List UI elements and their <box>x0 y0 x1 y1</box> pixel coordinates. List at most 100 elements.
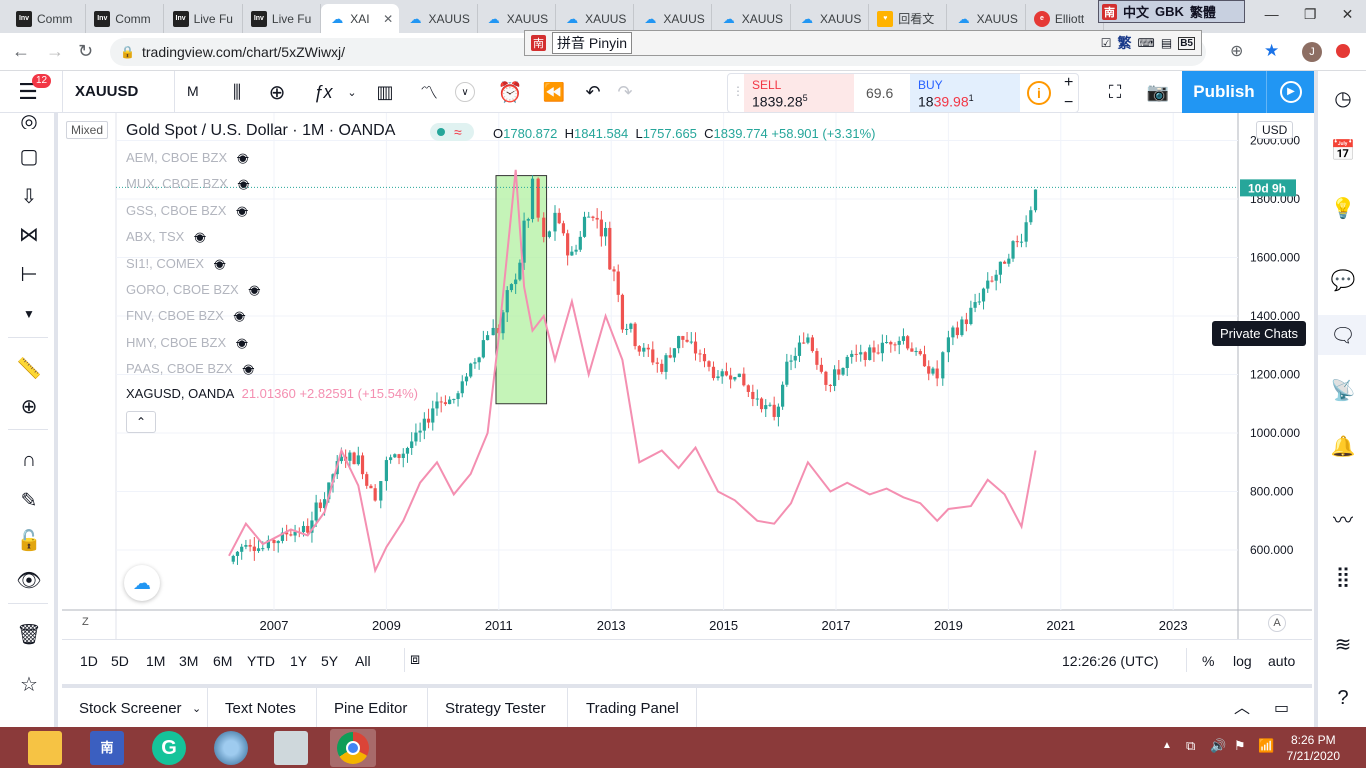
eye-icon[interactable]: 👁 <box>16 569 42 592</box>
utc-clock[interactable]: 12:26:26 (UTC) <box>1062 653 1159 669</box>
pattern-icon[interactable]: ⋈ <box>19 223 39 246</box>
legend-item[interactable]: SI1!, COMEX ◉ <box>126 255 225 273</box>
undo-icon[interactable]: ↶ <box>585 81 601 102</box>
hidden-eye-icon[interactable]: ◉ <box>242 361 255 377</box>
more-tools-icon[interactable]: ▼ <box>23 307 35 321</box>
scale-mode-label[interactable]: Mixed <box>66 121 109 139</box>
browser-tab[interactable]: ☁ XAUUS <box>948 4 1026 33</box>
range-button-1m[interactable]: 1M <box>146 653 166 669</box>
legend-xagusd[interactable]: XAGUSD, OANDA 21.01360 +2.82591 (+15.54%… <box>126 386 418 401</box>
ime-keyboard-icon[interactable]: ⌨ <box>1137 36 1155 50</box>
templates-icon[interactable]: 〽 <box>420 83 438 103</box>
a-label[interactable]: A <box>1268 614 1286 632</box>
ime-check-icon[interactable]: ☑ <box>1100 36 1112 50</box>
alerts-bell-icon[interactable]: 🔔 <box>1330 435 1356 458</box>
alert-clock-icon[interactable]: ⏰ <box>497 81 523 104</box>
update-icon[interactable] <box>1336 44 1350 58</box>
unlock-icon[interactable]: 🔓 <box>16 529 42 552</box>
layers-icon[interactable]: ≋ <box>1334 633 1352 656</box>
tradingview-logo[interactable]: ☁ <box>124 565 160 601</box>
browser-tab[interactable]: ☁ XAUUS <box>400 4 478 33</box>
hidden-eye-icon[interactable]: ◉ <box>248 282 261 297</box>
buy-button[interactable]: BUY 1839.981 <box>910 74 1020 112</box>
tab-strategy-tester[interactable]: Strategy Tester <box>445 700 546 717</box>
browser-tab[interactable]: ☁ XAUUS <box>713 4 791 33</box>
minus-icon[interactable]: − <box>1064 94 1074 111</box>
close-window-icon[interactable]: ✕ <box>1341 5 1354 22</box>
legend-item[interactable]: GSS, CBOE BZX ◉ <box>126 202 248 220</box>
close-tab-icon[interactable]: ✕ <box>383 11 394 26</box>
file-explorer-icon[interactable] <box>28 731 62 765</box>
legend-item[interactable]: GORO, CBOE BZX ◉ <box>126 281 260 299</box>
candle-style-icon[interactable]: ⫼ <box>232 81 242 102</box>
restore-icon[interactable]: ❐ <box>1303 5 1317 22</box>
indicators-icon[interactable]: ƒx <box>313 81 333 102</box>
help-icon[interactable]: ? <box>1337 686 1349 709</box>
legend-item[interactable]: AEM, CBOE BZX ◉ <box>126 149 248 167</box>
browser-tab[interactable]: Inv Live Fu <box>243 4 321 33</box>
browser-tab[interactable]: Inv Comm <box>86 4 165 33</box>
auto-toggle[interactable]: auto <box>1268 653 1296 669</box>
range-button-5d[interactable]: 5D <box>111 653 129 669</box>
private-chats-button[interactable]: 🗨 <box>1318 315 1366 355</box>
price-chart[interactable]: 600.000 800.000 1000.000 1200.000 1400.000 16… <box>62 113 1312 639</box>
maximize-panel-icon[interactable]: ▭ <box>1274 700 1290 717</box>
legend-item[interactable]: PAAS, CBOE BZX ◉ <box>126 360 254 378</box>
bookmark-star-icon[interactable]: ★ <box>1264 41 1280 60</box>
plus-icon[interactable]: + <box>1064 74 1074 91</box>
browser-tab[interactable]: ☁ XAI ✕ <box>321 4 400 33</box>
ime-trad[interactable]: 繁 <box>1117 35 1132 51</box>
log-toggle[interactable]: log <box>1233 653 1252 669</box>
chevron-up-icon[interactable]: ︿ <box>1234 700 1251 717</box>
ime-chinese[interactable]: 中文 <box>1123 5 1150 20</box>
collapse-legend-icon[interactable]: ⌃ <box>126 411 156 433</box>
brush-icon[interactable]: ◎ <box>20 113 38 129</box>
hidden-eye-icon[interactable]: ◉ <box>233 308 246 324</box>
signals-icon[interactable]: 〰 <box>1333 509 1353 532</box>
dom-icon[interactable]: ⣿ <box>1335 565 1351 588</box>
compare-icon[interactable]: ⊕ <box>268 81 286 104</box>
legend-item[interactable]: HMY, CBOE BZX ◉ <box>126 334 248 352</box>
play-button[interactable]: ▶ <box>1266 71 1314 113</box>
camera-icon[interactable]: 📷 <box>1146 81 1170 102</box>
chevron-down-icon[interactable]: ⌄ <box>192 703 202 715</box>
date-range-icon[interactable]: ⧈ <box>410 651 421 668</box>
range-button-3m[interactable]: 3M <box>179 653 199 669</box>
range-button-1y[interactable]: 1Y <box>290 653 308 669</box>
range-button-1d[interactable]: 1D <box>80 653 98 669</box>
magnet-icon[interactable]: ∩ <box>21 448 37 471</box>
zoom-in-icon[interactable]: ⊕ <box>20 395 38 418</box>
symbol-search[interactable]: XAUUSD <box>75 83 139 100</box>
favorite-star-icon[interactable]: ☆ <box>20 673 38 696</box>
ime-traditional[interactable]: 繁體 <box>1189 5 1216 20</box>
ime-mode[interactable]: 拼音 Pinyin <box>552 32 633 54</box>
tab-trading-panel[interactable]: Trading Panel <box>586 700 679 717</box>
interval-button[interactable]: M <box>187 83 199 99</box>
back-icon[interactable]: ← <box>12 41 30 61</box>
volume-icon[interactable]: 🔊 <box>1210 738 1227 753</box>
chrome-canary-icon[interactable] <box>214 731 248 765</box>
hidden-eye-icon[interactable]: ◉ <box>214 255 226 271</box>
trash-icon[interactable]: 🗑 <box>16 623 42 646</box>
browser-tab[interactable]: Inv Comm <box>8 4 86 33</box>
tab-text-notes[interactable]: Text Notes <box>225 700 296 717</box>
browser-tab[interactable]: ☁ XAUUS <box>634 4 713 33</box>
pencil-lock-icon[interactable]: ✎ <box>20 489 38 512</box>
ime-gbk[interactable]: GBK <box>1155 4 1184 19</box>
market-status[interactable]: ≈ <box>430 123 474 141</box>
watchlist-icon[interactable]: ◷ <box>1334 87 1352 110</box>
chevron-down-icon[interactable]: ⌄ <box>347 86 357 99</box>
chrome-taskbar-button[interactable] <box>330 729 376 767</box>
rectangle-icon[interactable]: ▢ <box>19 145 39 168</box>
forward-icon[interactable]: → <box>46 41 64 61</box>
sell-button[interactable]: SELL 1839.285 <box>744 74 854 112</box>
financials-icon[interactable]: ▥ <box>376 81 394 102</box>
hidden-eye-icon[interactable]: ◉ <box>194 229 206 245</box>
browser-tab[interactable]: Inv Live Fu <box>165 4 243 33</box>
measure-range-icon[interactable]: ⊢ <box>20 263 38 286</box>
range-button-6m[interactable]: 6M <box>213 653 233 669</box>
info-icon[interactable]: i <box>1027 81 1051 105</box>
percent-toggle[interactable]: % <box>1202 653 1215 669</box>
ime-app-icon[interactable]: 南 <box>90 731 124 765</box>
fullscreen-icon[interactable]: ⛶ <box>1108 81 1122 102</box>
